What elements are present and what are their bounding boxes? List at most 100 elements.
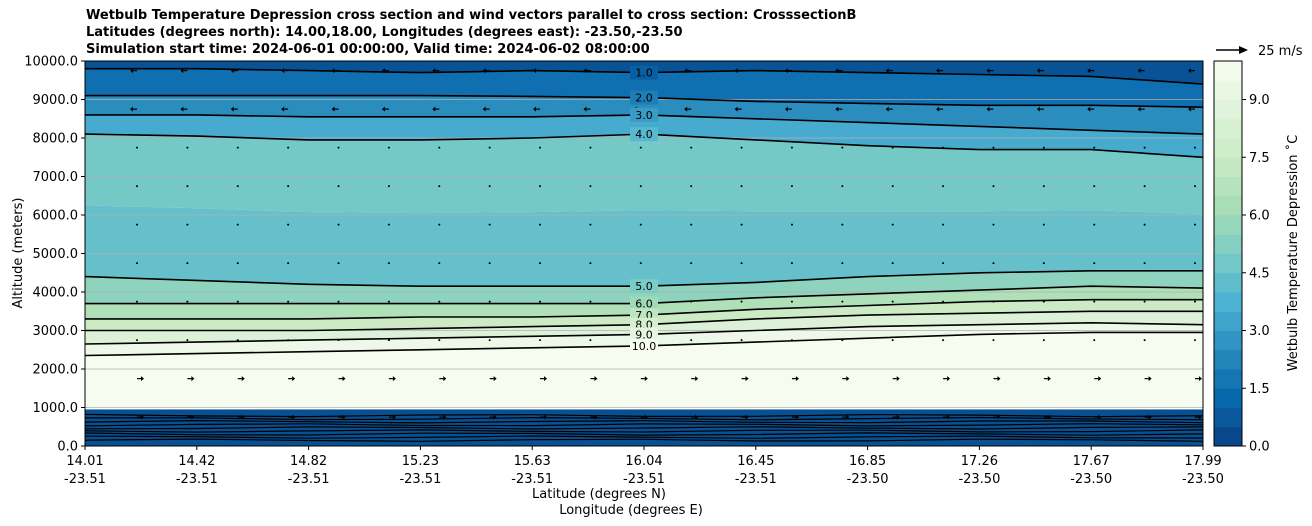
wind-vector-head: [885, 68, 889, 74]
wind-vector-dot: [1093, 339, 1096, 342]
wind-vector-dot: [1042, 262, 1045, 265]
contour-label-bg: [630, 90, 658, 105]
x-tick-label-lat: 16.04: [625, 454, 662, 469]
contour-label-bg: [630, 296, 658, 311]
band-4-5-lower: [85, 205, 1203, 287]
contour-label-bg: [630, 279, 658, 294]
wind-vector-dot: [488, 262, 491, 265]
band-3-4: [85, 114, 1203, 158]
surface-contour-line: [85, 438, 1203, 442]
wind-vector-dot: [337, 300, 340, 303]
wind-vector-dot: [690, 223, 693, 226]
x-tick-label-lon: -23.51: [735, 472, 777, 487]
wind-vector-head: [180, 68, 184, 74]
wind-vector-dot: [841, 262, 844, 265]
wind-vector-dot: [438, 223, 441, 226]
wind-vector-head: [331, 68, 335, 74]
wind-vector-dot: [337, 185, 340, 188]
colorbar-segment: [1214, 272, 1242, 293]
colorbar-tick-label: 9.0: [1249, 93, 1270, 108]
wind-vector-head: [936, 68, 940, 74]
wind-vector-head: [493, 414, 497, 420]
wind-vector-head: [1148, 376, 1152, 382]
wind-vector-head: [533, 68, 537, 74]
wind-vector-dot: [942, 223, 945, 226]
wind-vector-dot: [1194, 185, 1196, 188]
wind-vector-head: [997, 376, 1001, 382]
contour-label: 4.0: [635, 128, 653, 141]
wind-vector-dot: [790, 185, 793, 188]
wind-vector-head: [594, 376, 598, 382]
wind-vector-dot: [992, 223, 995, 226]
x-tick-label-lat: 17.26: [961, 454, 998, 469]
wind-vector-head: [947, 414, 951, 420]
x-tick-label-lon: -23.50: [847, 472, 889, 487]
colorbar-segment: [1214, 99, 1242, 120]
wind-vector-dot: [387, 300, 390, 303]
wind-vector-dot: [740, 262, 743, 265]
wind-vector-dot: [1143, 185, 1146, 188]
wind-vector-dot: [841, 185, 844, 188]
colorbar-segment: [1214, 157, 1242, 177]
wind-vector-dot: [589, 300, 592, 303]
wind-vector-dot: [186, 223, 189, 226]
x-tick-label-lon: -23.50: [958, 472, 1000, 487]
wind-vector-dot: [992, 146, 995, 149]
colorbar-segment: [1214, 349, 1242, 370]
wind-vector-head: [381, 68, 385, 74]
y-tick-label: 9000.0: [33, 93, 79, 108]
wind-vector-head: [331, 106, 335, 112]
wind-vector-dot: [992, 339, 995, 342]
wind-vector-head: [795, 376, 799, 382]
colorbar-segment: [1214, 215, 1242, 235]
wind-vector-head: [130, 68, 133, 74]
wind-vector-dot: [841, 146, 844, 149]
x-tick-label-lat: 14.01: [66, 454, 103, 469]
wind-vector-head: [896, 414, 900, 420]
contour-label: 6.0: [635, 298, 653, 311]
colorbar-segment: [1214, 330, 1242, 351]
wind-vector-dot: [1194, 146, 1196, 149]
wind-vector-dot: [1143, 339, 1146, 342]
wind-vector-dot: [891, 146, 894, 149]
wind-vector-dot: [942, 300, 945, 303]
x-tick-label-lat: 15.63: [514, 454, 551, 469]
wind-vector-dot: [337, 339, 340, 342]
wind-vector-dot: [287, 262, 290, 265]
wind-vector-dot: [891, 339, 894, 342]
wind-vector-head: [684, 68, 688, 74]
wind-vector-dot: [690, 146, 693, 149]
wind-vector-head: [482, 106, 486, 112]
wind-vector-head: [544, 376, 548, 382]
x-tick-label-lat: 17.99: [1184, 454, 1221, 469]
colorbar-segment: [1214, 311, 1242, 331]
y-tick-label: 6000.0: [33, 209, 79, 224]
wind-vector-dot: [1042, 185, 1045, 188]
y-tick-label: 2000.0: [33, 363, 79, 378]
wind-vector-dot: [539, 300, 542, 303]
x-tick-label-lon: -23.51: [288, 472, 330, 487]
surface-contour-line: [85, 419, 1203, 424]
x-tick-label-lon: -23.50: [1182, 472, 1224, 487]
wind-vector-head: [443, 414, 447, 420]
wind-vector-dot: [438, 300, 441, 303]
band-6-7: [85, 286, 1203, 319]
colorbar-segment: [1214, 234, 1242, 254]
colorbar-segment: [1214, 369, 1242, 389]
wind-vector-head: [230, 106, 234, 112]
y-tick-label: 3000.0: [33, 324, 79, 339]
chart-title-line-1: Wetbulb Temperature Depression cross sec…: [86, 8, 857, 23]
wind-vector-dot: [236, 300, 239, 303]
colorbar-segment: [1214, 195, 1242, 216]
wind-vector-head: [443, 376, 447, 382]
wind-vector-dot: [891, 185, 894, 188]
colorbar-label: Wetbulb Temperature Depression ˚C: [1285, 135, 1301, 372]
x-tick-label-lon: -23.51: [511, 472, 553, 487]
wind-vector-dot: [891, 262, 894, 265]
wind-vector-dot: [740, 185, 743, 188]
colorbar: 0.0 1.5 3.0 4.5 6.0 7.5 9.0: [1213, 60, 1270, 455]
wind-vector-head: [936, 106, 940, 112]
wind-vector-dot: [287, 300, 290, 303]
wind-vector-head: [191, 376, 195, 382]
